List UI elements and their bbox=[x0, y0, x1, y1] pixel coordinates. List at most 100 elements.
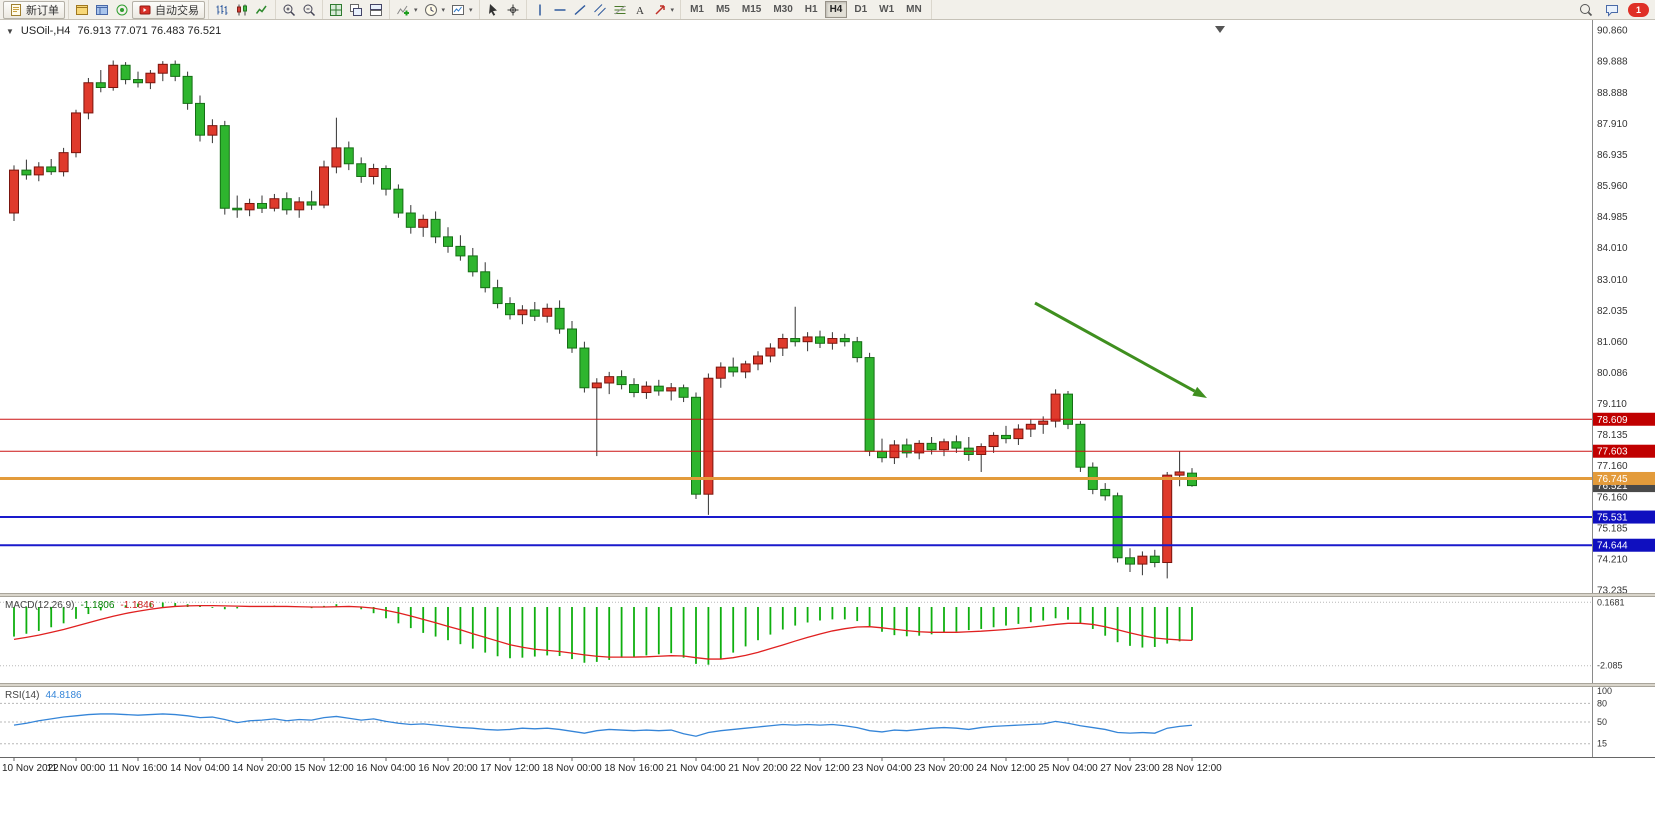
svg-text:17 Nov 12:00: 17 Nov 12:00 bbox=[480, 763, 540, 774]
candlestick-chart-button[interactable] bbox=[232, 1, 252, 19]
zoom-in-button[interactable] bbox=[279, 1, 299, 19]
timeframe-m30-button[interactable]: M30 bbox=[768, 1, 797, 18]
auto-trading-button[interactable]: 自动交易 bbox=[132, 0, 205, 19]
svg-text:85.960: 85.960 bbox=[1597, 181, 1628, 192]
svg-text:18 Nov 16:00: 18 Nov 16:00 bbox=[604, 763, 664, 774]
candlestick-icon bbox=[235, 3, 249, 17]
svg-text:77.603: 77.603 bbox=[1597, 447, 1628, 458]
svg-text:90.860: 90.860 bbox=[1597, 26, 1628, 37]
auto-trading-label: 自动交易 bbox=[155, 4, 199, 17]
horizontal-line-button[interactable] bbox=[550, 1, 570, 19]
macd-panel[interactable]: 0.1681 -2.085 MACD(12,26,9) -1.1806 -1.18… bbox=[0, 597, 1655, 683]
dropdown-caret-icon[interactable]: ▾ bbox=[414, 6, 418, 14]
line-chart-button[interactable] bbox=[252, 1, 272, 19]
rsi-panel[interactable]: 100 80 50 15 RSI(14) 44.8186 bbox=[0, 687, 1655, 757]
price-axis[interactable]: 90.860 89.888 88.888 87.910 86.935 85.960 84.9… bbox=[1597, 26, 1628, 594]
arrow-tool-button[interactable]: ▾ bbox=[650, 1, 678, 19]
cursor-button[interactable] bbox=[483, 1, 503, 19]
svg-text:86.935: 86.935 bbox=[1597, 150, 1628, 161]
bar-chart-button[interactable] bbox=[212, 1, 232, 19]
market-watch-button[interactable] bbox=[72, 1, 92, 19]
channel-button[interactable] bbox=[590, 1, 610, 19]
timeframe-mn-button[interactable]: MN bbox=[901, 1, 927, 18]
notification-badge[interactable]: 1 bbox=[1628, 2, 1649, 17]
dropdown-caret-icon[interactable]: ▾ bbox=[469, 6, 473, 14]
toolbar-group bbox=[276, 0, 323, 19]
trendline-button[interactable] bbox=[570, 1, 590, 19]
macd-name: MACD(12,26,9) bbox=[5, 600, 75, 611]
panel-separator[interactable] bbox=[0, 593, 1655, 597]
new-order-icon bbox=[9, 3, 23, 17]
rsi-value: 44.8186 bbox=[45, 690, 82, 701]
arrow-tool-icon bbox=[653, 3, 667, 17]
svg-text:16 Nov 20:00: 16 Nov 20:00 bbox=[418, 763, 478, 774]
svg-text:14 Nov 20:00: 14 Nov 20:00 bbox=[232, 763, 292, 774]
fibo-icon bbox=[613, 3, 627, 17]
chart-shift-marker[interactable] bbox=[1215, 26, 1225, 33]
svg-text:75.531: 75.531 bbox=[1597, 513, 1628, 524]
arrange-windows-button[interactable] bbox=[366, 1, 386, 19]
macd-canvas[interactable]: 0.1681 -2.085 bbox=[0, 597, 1655, 683]
price-tag-75.531: 75.531 bbox=[1593, 510, 1655, 524]
vertical-line-button[interactable] bbox=[530, 1, 550, 19]
svg-text:82.035: 82.035 bbox=[1597, 306, 1628, 317]
crosshair-icon bbox=[506, 3, 520, 17]
text-tool-button[interactable]: A bbox=[630, 1, 650, 19]
data-window-button[interactable] bbox=[92, 1, 112, 19]
periods-button[interactable]: ▾ bbox=[421, 1, 449, 19]
svg-text:15 Nov 12:00: 15 Nov 12:00 bbox=[294, 763, 354, 774]
macd-label: MACD(12,26,9) -1.1806 -1.1846 bbox=[5, 600, 154, 611]
price-tag-76.745: 76.745 bbox=[1593, 471, 1655, 485]
new-order-label: 新订单 bbox=[26, 4, 59, 17]
svg-text:11 Nov 00:00: 11 Nov 00:00 bbox=[47, 763, 106, 774]
toolbar-group: 新订单 bbox=[0, 0, 69, 19]
rsi-line bbox=[13, 713, 1193, 737]
price-tag-78.609: 78.609 bbox=[1593, 412, 1655, 426]
svg-text:77.160: 77.160 bbox=[1597, 461, 1628, 472]
rsi-canvas[interactable]: 100 80 50 15 bbox=[0, 687, 1655, 757]
search-button[interactable] bbox=[1576, 1, 1596, 19]
timeframe-m15-button[interactable]: M15 bbox=[737, 1, 766, 18]
data-window-icon bbox=[95, 3, 109, 17]
arrange-windows-icon bbox=[369, 3, 383, 17]
main-chart-canvas[interactable]: 90.860 89.888 88.888 87.910 86.935 85.960 84.9… bbox=[0, 20, 1655, 593]
chat-button[interactable] bbox=[1602, 1, 1622, 19]
macd-histogram bbox=[13, 602, 1193, 665]
time-axis[interactable]: 10 Nov 2022 11 Nov 00:00 11 Nov 16:00 14 No… bbox=[0, 757, 1655, 781]
text-icon: A bbox=[633, 3, 647, 17]
market-watch-icon bbox=[75, 3, 89, 17]
timeframe-d1-button[interactable]: D1 bbox=[849, 1, 872, 18]
indicators-icon bbox=[396, 3, 410, 17]
main-chart-panel[interactable]: 90.860 89.888 88.888 87.910 86.935 85.960 84.9… bbox=[0, 20, 1655, 593]
rsi-label: RSI(14) 44.8186 bbox=[5, 690, 82, 701]
alerts-icon bbox=[115, 3, 129, 17]
timeframe-h1-button[interactable]: H1 bbox=[800, 1, 823, 18]
toolbar-group bbox=[209, 0, 276, 19]
svg-text:81.060: 81.060 bbox=[1597, 337, 1628, 348]
timeframe-h4-button[interactable]: H4 bbox=[824, 1, 848, 18]
indicators-button[interactable]: ▾ bbox=[393, 1, 421, 19]
crosshair-button[interactable] bbox=[503, 1, 523, 19]
line-chart-icon bbox=[255, 3, 269, 17]
templates-button[interactable]: ▾ bbox=[448, 1, 476, 19]
fibonacci-button[interactable] bbox=[610, 1, 630, 19]
hline-icon bbox=[553, 3, 567, 17]
chart-collapse-icon[interactable]: ▼ bbox=[6, 26, 14, 36]
timeframe-m5-button[interactable]: M5 bbox=[711, 1, 735, 18]
cascade-windows-button[interactable] bbox=[346, 1, 366, 19]
panel-separator[interactable] bbox=[0, 683, 1655, 687]
trendline-icon bbox=[573, 3, 587, 17]
svg-text:-2.085: -2.085 bbox=[1597, 661, 1623, 671]
trend-arrow[interactable] bbox=[1034, 301, 1207, 398]
timeframe-w1-button[interactable]: W1 bbox=[874, 1, 899, 18]
dropdown-caret-icon[interactable]: ▾ bbox=[670, 6, 675, 14]
alerts-button[interactable] bbox=[112, 1, 132, 19]
timeframe-m1-button[interactable]: M1 bbox=[685, 1, 709, 18]
tile-windows-button[interactable] bbox=[326, 1, 346, 19]
vline-icon bbox=[533, 3, 547, 17]
dropdown-caret-icon[interactable]: ▾ bbox=[441, 6, 446, 14]
new-order-button[interactable]: 新订单 bbox=[3, 0, 65, 19]
zoom-out-button[interactable] bbox=[299, 1, 319, 19]
